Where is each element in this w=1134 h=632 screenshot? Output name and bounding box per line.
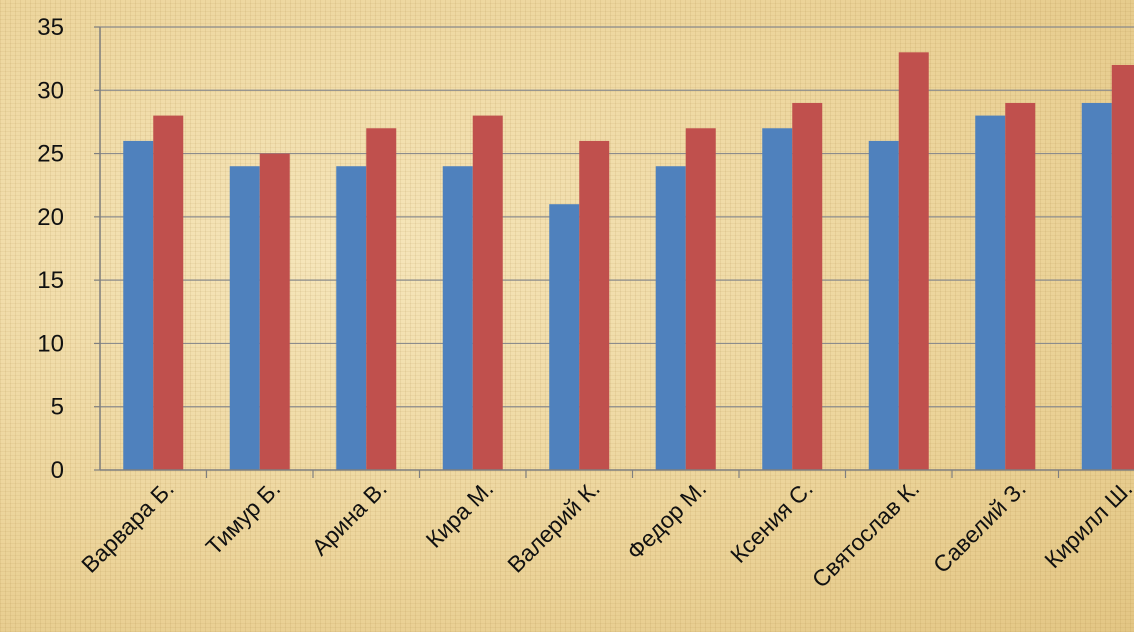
x-category-labels: Варвара Б. Тимур Б. Арина В. Кира М. Валерий… <box>76 475 1134 593</box>
bar-series-2 <box>1111 64 1134 470</box>
bar-series-2 <box>472 115 503 470</box>
x-category-label: Святослав К. <box>807 475 925 593</box>
x-category-label: Савелий З. <box>928 475 1031 578</box>
bar-series-2 <box>153 115 184 470</box>
bar-series-1 <box>442 166 473 470</box>
bar-series-1 <box>975 115 1006 470</box>
bar-series-1 <box>336 166 367 470</box>
bar-series-2 <box>366 128 397 470</box>
x-category-label: Ксения С. <box>725 475 818 568</box>
y-tick-label: 15 <box>37 267 64 294</box>
bar-series-2 <box>898 52 929 471</box>
axes <box>94 26 1134 478</box>
bar-series-2 <box>259 153 290 471</box>
x-category-label: Варвара Б. <box>76 475 179 578</box>
y-tick-label: 10 <box>37 330 64 357</box>
y-tick-label: 25 <box>37 141 64 168</box>
bar-series-1 <box>1081 102 1112 470</box>
bar-series-2 <box>579 140 610 470</box>
x-category-label: Тимур Б. <box>201 475 286 560</box>
y-tick-labels: 0 5 10 15 20 25 30 35 <box>37 14 64 484</box>
y-tick-label: 35 <box>37 14 64 41</box>
x-category-label: Федор М. <box>622 475 712 565</box>
bar-series-1 <box>868 140 899 470</box>
x-category-label: Кирилл Ш. <box>1039 475 1134 573</box>
bar-series-1 <box>762 128 793 470</box>
bar-series-1 <box>229 166 260 470</box>
x-category-label: Кира М. <box>421 475 499 553</box>
x-category-label: Арина В. <box>307 475 392 560</box>
bar-series-1 <box>655 166 686 470</box>
y-tick-label: 0 <box>51 457 64 484</box>
bars <box>123 52 1134 471</box>
y-tick-label: 5 <box>51 394 64 421</box>
y-tick-label: 30 <box>37 77 64 104</box>
bar-series-1 <box>549 204 580 470</box>
bar-series-2 <box>685 128 716 470</box>
y-tick-label: 20 <box>37 204 64 231</box>
bar-series-1 <box>123 140 154 470</box>
bar-series-2 <box>792 102 823 470</box>
x-category-label: Валерий К. <box>502 475 605 578</box>
bar-series-2 <box>1005 102 1036 470</box>
